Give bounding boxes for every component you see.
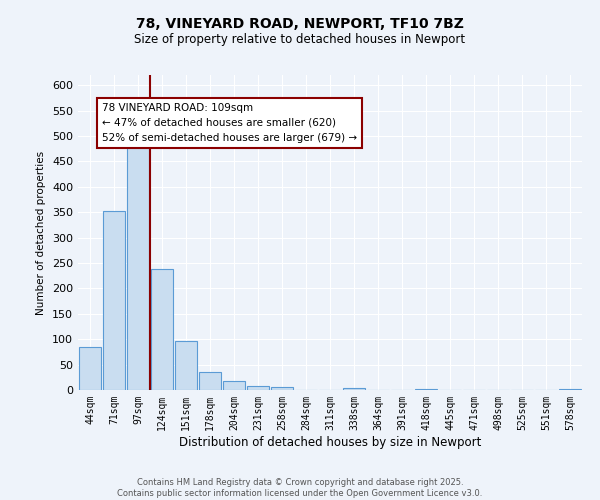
Bar [271, 388, 293, 390]
Bar [127, 146, 149, 390]
Text: 78 VINEYARD ROAD: 109sqm
← 47% of detached houses are smaller (620)
52% of semi-: 78 VINEYARD ROAD: 109sqm ← 47% of detach… [102, 103, 357, 142]
Text: Size of property relative to detached houses in Newport: Size of property relative to detached ho… [134, 32, 466, 46]
Bar [223, 382, 245, 390]
Bar [343, 388, 365, 390]
Bar [103, 211, 125, 390]
Bar [247, 386, 269, 390]
Bar [79, 347, 101, 390]
Bar [199, 372, 221, 390]
Bar [415, 389, 437, 390]
Bar [175, 340, 197, 390]
Bar [151, 269, 173, 390]
X-axis label: Distribution of detached houses by size in Newport: Distribution of detached houses by size … [179, 436, 481, 448]
Text: Contains HM Land Registry data © Crown copyright and database right 2025.
Contai: Contains HM Land Registry data © Crown c… [118, 478, 482, 498]
Bar [559, 389, 581, 390]
Text: 78, VINEYARD ROAD, NEWPORT, TF10 7BZ: 78, VINEYARD ROAD, NEWPORT, TF10 7BZ [136, 18, 464, 32]
Y-axis label: Number of detached properties: Number of detached properties [37, 150, 46, 314]
